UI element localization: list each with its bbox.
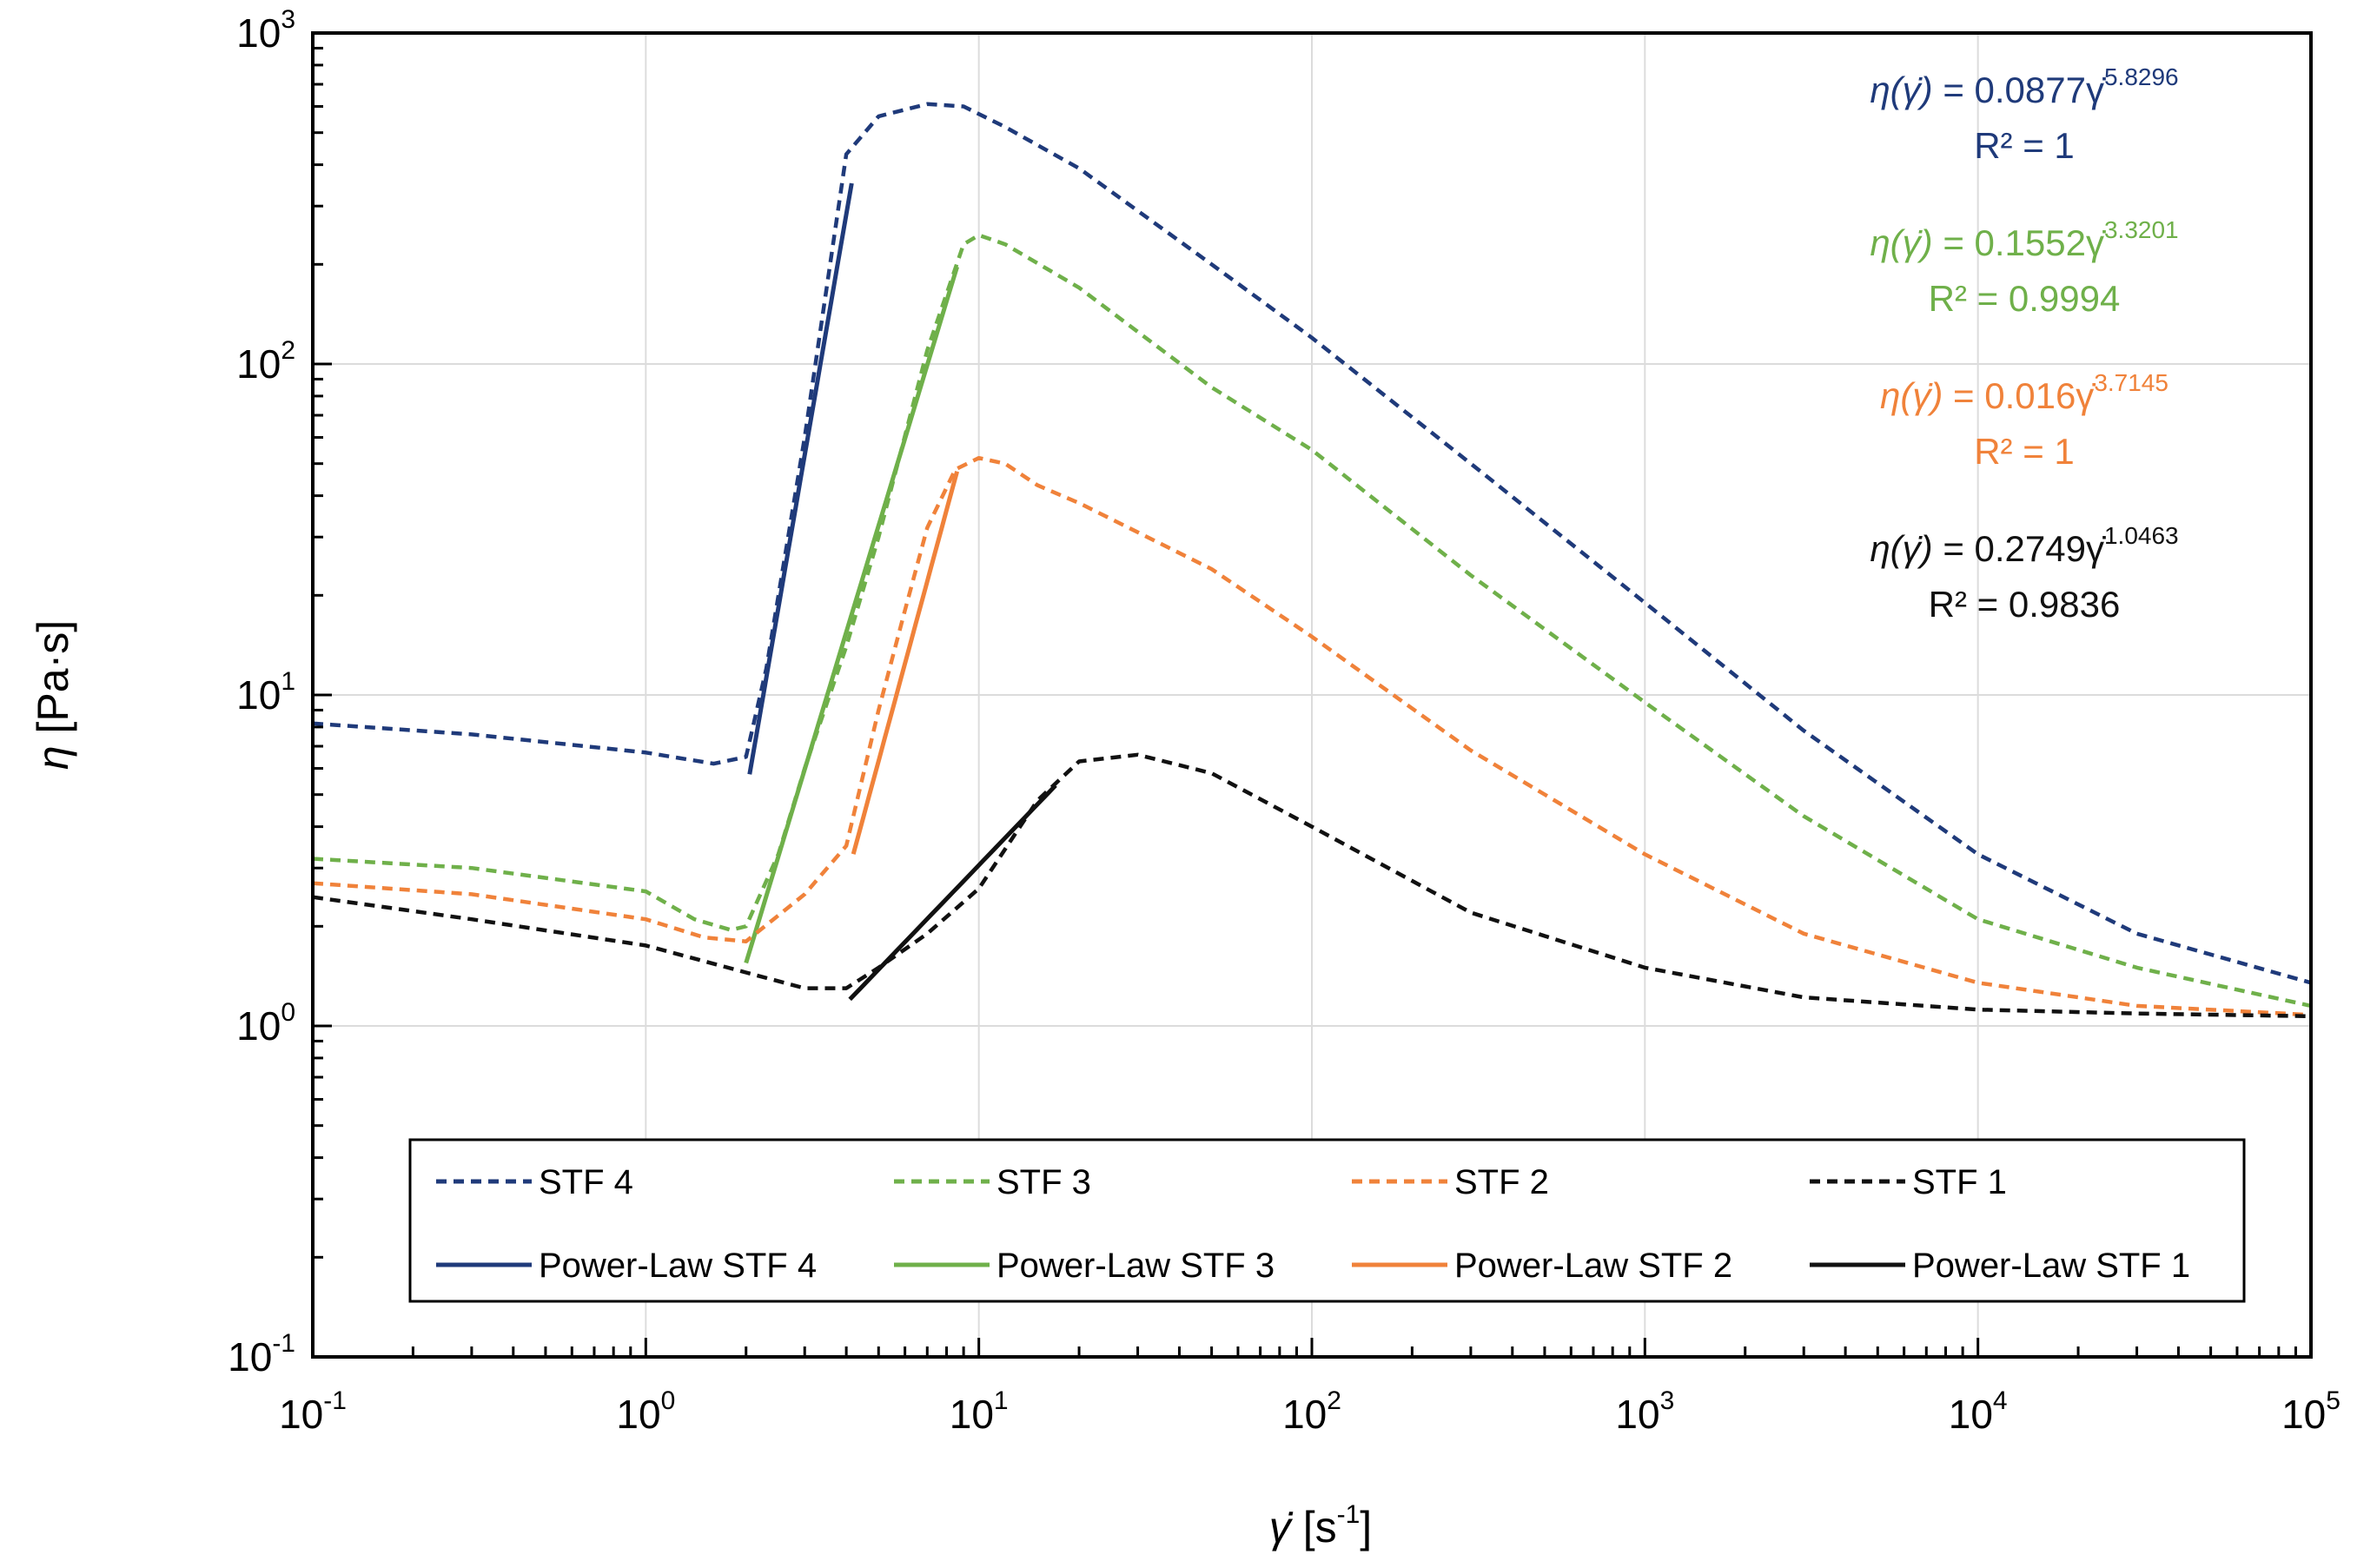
fit-equation: η(γ̇) = 0.2749γ̇1.0463 (1870, 522, 2178, 569)
legend-label: STF 2 (1454, 1163, 1549, 1201)
legend-label: Power-Law STF 3 (996, 1247, 1275, 1285)
y-axis-title: η [Pa·s] (29, 620, 77, 770)
legend-label: Power-Law STF 2 (1454, 1247, 1732, 1285)
x-tick-label: 101 (950, 1386, 1009, 1437)
grid-lines (313, 33, 2311, 1357)
y-tick-label: 10-1 (228, 1329, 295, 1379)
legend-label: Power-Law STF 1 (1912, 1247, 2190, 1285)
legend-label: STF 4 (539, 1163, 633, 1201)
fit-equation: η(γ̇) = 0.0877γ̇5.8296 (1870, 63, 2178, 110)
y-tick-label: 100 (236, 998, 295, 1049)
x-tick-label: 10-1 (279, 1386, 347, 1437)
x-tick-label: 100 (616, 1386, 675, 1437)
series-stf-4 (312, 102, 2312, 985)
x-tick-label: 105 (2281, 1386, 2341, 1437)
x-tick-label: 102 (1282, 1386, 1341, 1437)
legend: STF 4 STF 3 STF 2 STF 1 Power-Law STF 4 Power… (408, 1138, 2246, 1303)
legend-label: STF 3 (996, 1163, 1091, 1201)
series-stf-3 (312, 233, 2312, 1009)
y-tick-label: 101 (236, 667, 295, 718)
series-power-law-stf-4 (747, 182, 854, 775)
x-axis-title: γ̇ [s-1] (1269, 1500, 1372, 1551)
series-power-law-stf-1 (848, 784, 1057, 1002)
fit-equation: η(γ̇) = 0.016γ̇3.7145 (1880, 369, 2168, 416)
y-tick-label: 102 (236, 336, 295, 387)
legend-label: Power-Law STF 4 (539, 1247, 817, 1285)
fit-equations: η(γ̇) = 0.0877γ̇5.8296 R² = 1 η(γ̇) = 0.15… (1870, 63, 2178, 625)
x-tick-label: 103 (1615, 1386, 1674, 1437)
fit-equation: η(γ̇) = 0.1552γ̇3.3201 (1870, 216, 2178, 263)
x-tick-label: 104 (1949, 1386, 2008, 1437)
fit-r-squared: R² = 0.9836 (1929, 584, 2121, 625)
series-stf-2 (312, 455, 2312, 1017)
series-layer (312, 102, 2312, 1019)
legend-box (408, 1138, 2246, 1303)
series-stf-1 (312, 752, 2312, 1019)
fit-r-squared: R² = 1 (1974, 431, 2075, 472)
axis-ticks (311, 46, 2297, 1359)
fit-r-squared: R² = 1 (1974, 125, 2075, 166)
series-power-law-stf-2 (851, 471, 960, 855)
y-tick-label: 103 (236, 5, 295, 56)
axis-labels: 10-1 100 101 102 103 104 105 10-1 100 101 102 103 γ̇… (29, 5, 2341, 1551)
legend-label: STF 1 (1912, 1163, 2007, 1201)
fit-r-squared: R² = 0.9994 (1929, 278, 2121, 319)
